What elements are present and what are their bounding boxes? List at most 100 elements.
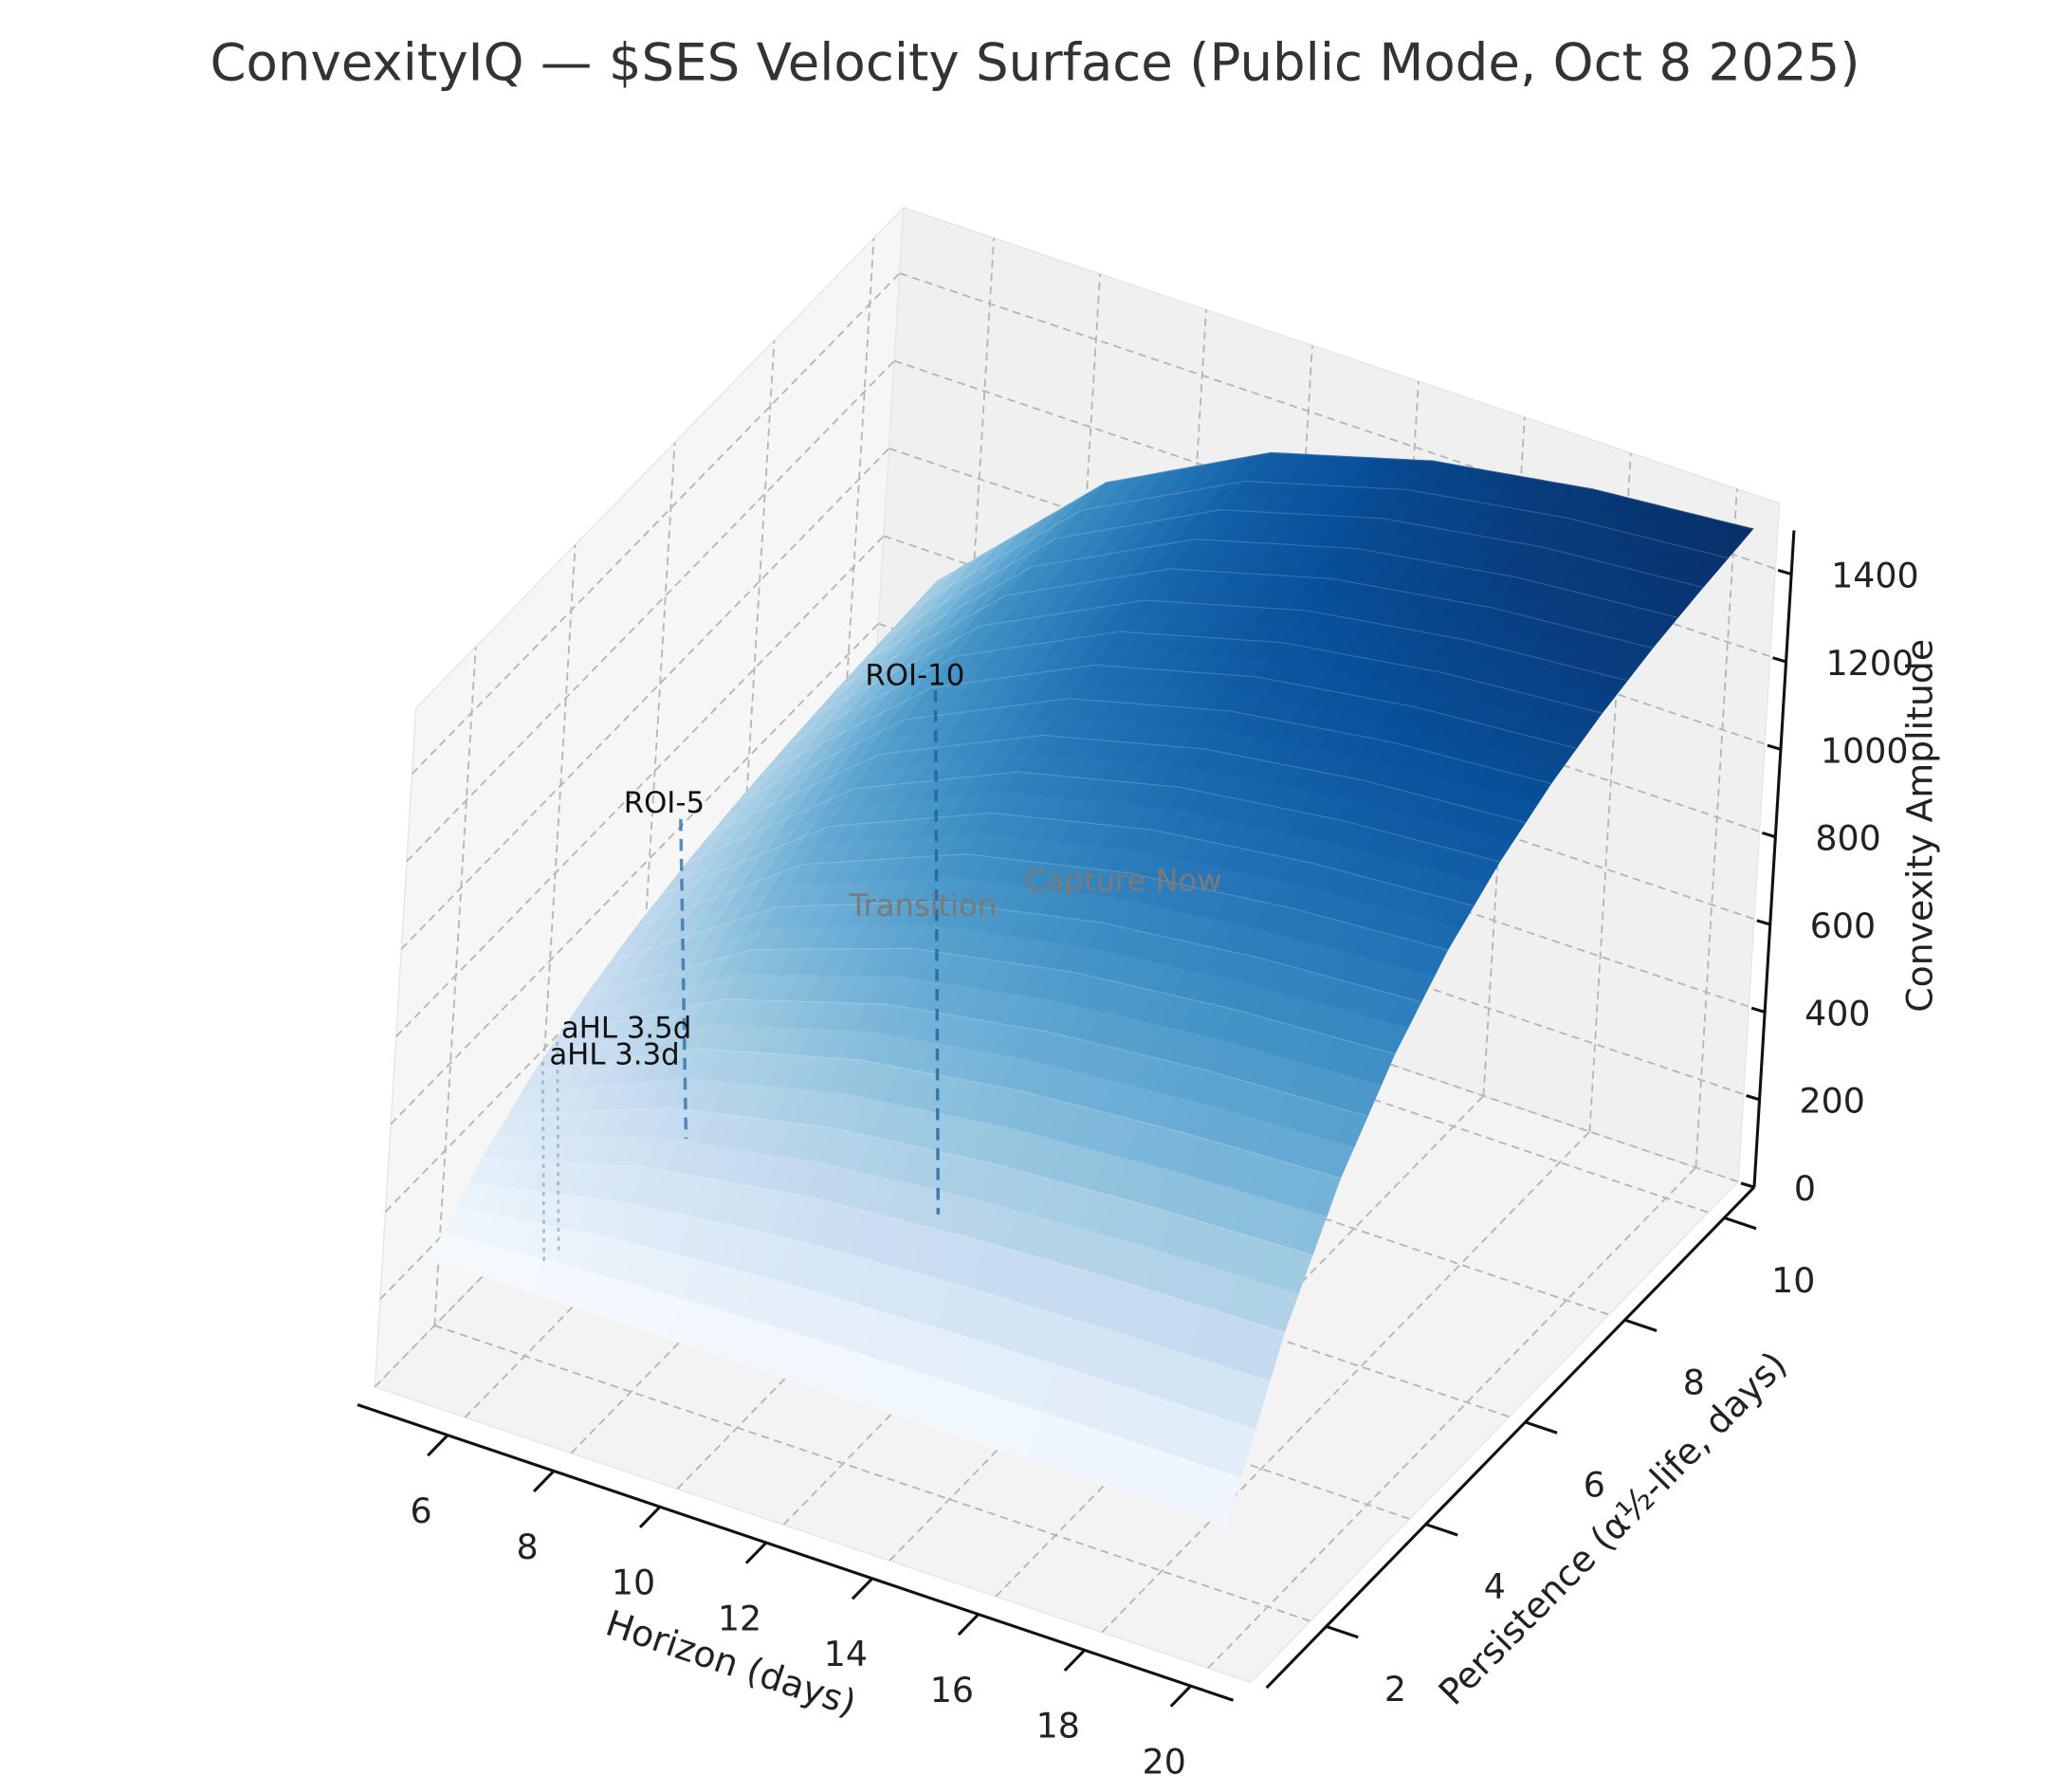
y-tick-label: 6 <box>1584 1464 1605 1505</box>
x-tick-mark <box>532 1470 556 1493</box>
x-tick-label: 20 <box>1143 1742 1186 1783</box>
x-tick-label: 6 <box>411 1490 432 1531</box>
ahl35-marker-line <box>556 1041 560 1254</box>
surface-mesh-line <box>687 771 1500 863</box>
x-tick-mark <box>744 1541 768 1564</box>
back-gridline-x <box>1588 452 1632 1132</box>
y-tick-label: 10 <box>1771 1260 1815 1301</box>
annotation-capture-now: Capture Now <box>1024 862 1221 898</box>
y-tick-mark <box>1525 1420 1558 1435</box>
x-tick-mark <box>851 1577 874 1600</box>
floor-gridline-y <box>533 1222 1411 1520</box>
z-tick-label: 600 <box>1810 905 1876 946</box>
annotation-ahl35: aHL 3.5d <box>561 1012 691 1046</box>
back-gridline-z <box>872 710 1749 1008</box>
surface-mesh-line <box>482 1157 1285 1333</box>
x-tick-mark <box>957 1613 980 1637</box>
y-tick-mark <box>1624 1318 1658 1332</box>
surface-mesh-line <box>912 480 1729 609</box>
y-axis-line <box>1265 1186 1756 1690</box>
z-axis-label: Convexity Amplitude <box>1898 639 1940 1013</box>
y-tick-mark <box>1723 1216 1757 1231</box>
x-tick-label: 18 <box>1036 1706 1080 1746</box>
z-tick-label: 200 <box>1800 1081 1865 1122</box>
surface-mesh-line <box>636 853 1448 951</box>
left-gridline-z <box>400 448 890 950</box>
roi10-marker-line <box>933 690 941 1215</box>
back-gridline-z <box>888 448 1766 745</box>
back-gridline-z <box>878 622 1755 921</box>
floor-gridline-y <box>632 1120 1511 1418</box>
annotation-roi10: ROI-10 <box>865 659 964 693</box>
floor-gridline-y <box>832 916 1709 1214</box>
surface-mesh-line <box>585 947 1396 1055</box>
surface-mesh-line <box>611 901 1421 1003</box>
surface-mesh-line <box>787 631 1603 745</box>
surface-mesh-line <box>887 509 1704 635</box>
x-tick-mark <box>638 1506 662 1528</box>
axes: 6 8 10 12 14 16 18 20 2 4 6 8 10 0 200 400 600 800 1000 120… <box>357 530 1919 1783</box>
y-tick-mark <box>1326 1624 1359 1639</box>
z-tick-mark <box>1740 1181 1755 1189</box>
surface-mesh-line <box>837 568 1654 689</box>
annotations: ROI-5 ROI-10 aHL 3.5d aHL 3.3d Transitio… <box>540 659 1222 1261</box>
z-tick-label: 1400 <box>1831 556 1919 596</box>
roi5-marker-line <box>679 818 688 1140</box>
y-tick-label: 8 <box>1683 1362 1705 1403</box>
surface-mesh-line <box>862 539 1678 663</box>
surface <box>429 451 1754 1527</box>
back-gridline-z <box>862 885 1739 1183</box>
x-tick-label: 10 <box>612 1563 655 1603</box>
left-gridline-z <box>406 359 895 863</box>
z-tick-mark <box>1756 919 1771 926</box>
surface-mesh-line <box>937 451 1753 581</box>
x-tick-label: 12 <box>718 1598 761 1638</box>
back-gridline-x <box>1694 488 1738 1168</box>
floor-gridline-x <box>1207 1166 1697 1669</box>
y-tick-label: 2 <box>1384 1669 1406 1710</box>
floor-gridline-x <box>1101 1130 1591 1634</box>
annotation-ahl33: aHL 3.3d <box>549 1038 679 1072</box>
back-gridline-x <box>1482 416 1526 1096</box>
z-axis-line <box>1752 530 1796 1188</box>
floor-gridline-y <box>433 1325 1311 1622</box>
z-tick-mark <box>1777 568 1792 576</box>
z-tick-label: 800 <box>1815 818 1880 859</box>
z-tick-mark <box>1761 831 1776 839</box>
back-gridline-z <box>883 535 1760 832</box>
surface-mesh-line <box>812 599 1628 718</box>
annotation-roi5: ROI-5 <box>624 786 705 820</box>
floor-gridline-y <box>732 1017 1610 1316</box>
left-gridline-z <box>390 623 880 1125</box>
x-axis-line <box>357 1403 1235 1702</box>
z-tick-label: 400 <box>1804 993 1870 1033</box>
z-tick-label: 1200 <box>1826 643 1914 684</box>
x-tick-mark <box>427 1434 449 1457</box>
surface-mesh-line <box>712 734 1526 833</box>
left-gridline-z <box>395 535 885 1037</box>
left-gridline-y <box>433 647 477 1326</box>
back-gridline-z <box>867 797 1745 1095</box>
z-tick-mark <box>1772 656 1786 664</box>
surface-mesh-line <box>508 1106 1313 1256</box>
surface-mesh-line <box>737 698 1551 803</box>
annotation-transition: Transition <box>849 887 998 923</box>
x-tick-label: 8 <box>516 1527 538 1567</box>
x-tick-mark <box>1063 1649 1086 1672</box>
surface-mesh-line <box>534 1048 1341 1179</box>
z-tick-mark <box>1746 1094 1760 1102</box>
z-tick-mark <box>1767 743 1782 751</box>
surface-facet <box>1205 1471 1241 1527</box>
surface-mesh-line <box>661 812 1475 906</box>
x-tick-mark <box>1169 1685 1192 1708</box>
surface-mesh-line <box>456 1207 1255 1431</box>
chart-title: ConvexityIQ — $SES Velocity Surface (Pub… <box>210 31 1859 92</box>
x-tick-label: 14 <box>824 1634 868 1674</box>
y-tick-mark <box>1425 1523 1458 1537</box>
x-tick-label: 16 <box>930 1670 974 1710</box>
z-tick-mark <box>1750 1006 1766 1014</box>
y-tick-label: 4 <box>1484 1566 1506 1607</box>
surface-mesh-line <box>761 664 1577 774</box>
left-gridline-z <box>411 272 901 775</box>
